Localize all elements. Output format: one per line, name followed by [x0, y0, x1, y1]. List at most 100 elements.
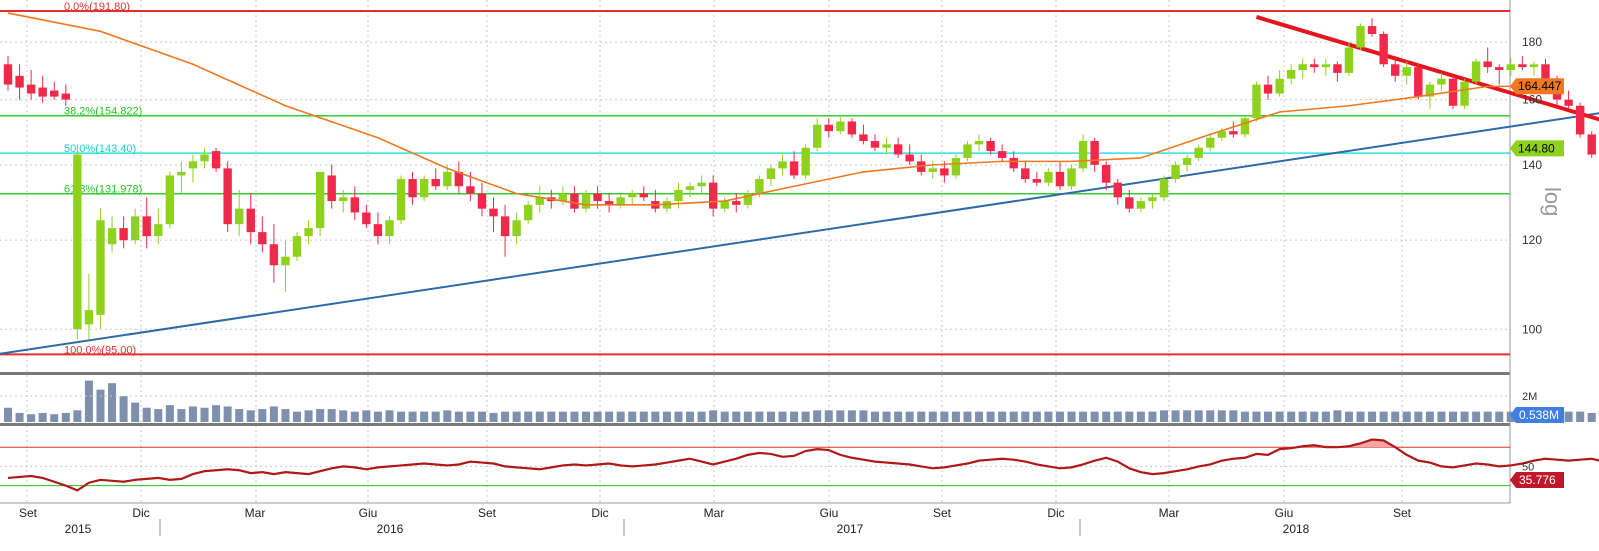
- volume-bar: [871, 411, 879, 422]
- candle: [1159, 175, 1169, 202]
- candle-body: [385, 220, 394, 237]
- candle-body: [1009, 157, 1018, 169]
- volume-bar: [1379, 411, 1388, 422]
- candle-body: [1252, 84, 1261, 119]
- volume-bar: [524, 411, 533, 422]
- candle-body: [1344, 47, 1354, 73]
- candle: [708, 175, 718, 217]
- volume-bar: [431, 411, 440, 422]
- candle-body: [96, 220, 105, 315]
- volume-badge: 0.538M: [1510, 407, 1564, 423]
- fib-level-label: 0.0%(191.80): [64, 1, 130, 13]
- volume-bar: [547, 411, 556, 422]
- volume-bar: [1148, 411, 1157, 422]
- candle-body: [836, 121, 845, 132]
- candle-body: [1286, 69, 1296, 79]
- rsi-tick-label: 50: [1522, 461, 1534, 473]
- x-month-label: Dic: [1047, 506, 1064, 520]
- volume-bar: [408, 411, 417, 422]
- candle-body: [235, 208, 244, 225]
- candle-body: [258, 232, 267, 245]
- candles-layer: [3, 18, 1596, 340]
- volume-bar: [1483, 411, 1492, 422]
- volume-bar: [235, 409, 244, 422]
- volume-bar: [1125, 411, 1134, 422]
- volume-bar: [1183, 410, 1192, 422]
- volume-bar: [709, 410, 718, 422]
- candle: [1529, 61, 1539, 76]
- candle: [1148, 193, 1157, 209]
- candle-body: [986, 141, 995, 152]
- volume-bar: [154, 409, 163, 422]
- volume-layer: [4, 380, 1596, 422]
- candle-body: [1506, 64, 1515, 70]
- volume-bar: [501, 411, 510, 422]
- candle-body: [639, 193, 648, 198]
- candle: [1402, 61, 1411, 85]
- candle: [385, 216, 394, 245]
- x-month-label: Set: [19, 506, 38, 520]
- candle: [477, 182, 487, 217]
- candle-body: [1159, 179, 1169, 198]
- volume-bar: [674, 411, 683, 422]
- volume-bar: [986, 411, 995, 422]
- candle: [107, 216, 117, 253]
- candle-body: [1067, 168, 1076, 187]
- volume-bar: [327, 409, 336, 422]
- candle: [1379, 31, 1388, 68]
- volume-bar: [362, 410, 371, 422]
- candle-body: [512, 220, 521, 237]
- volume-bar: [454, 411, 463, 422]
- volume-bar: [1090, 411, 1099, 422]
- candle: [1367, 18, 1377, 37]
- candle: [1229, 121, 1238, 138]
- volume-bar: [397, 411, 406, 422]
- x-month-label: Mar: [245, 506, 266, 520]
- price-badge-text: 164.447: [1518, 79, 1562, 93]
- candle: [905, 144, 914, 165]
- volume-bar: [119, 396, 128, 422]
- candle-body: [974, 141, 984, 145]
- fib-level-label: 100.0%(95.00): [64, 344, 136, 356]
- candle: [1333, 61, 1342, 82]
- candle-body: [859, 134, 868, 142]
- fib-level-label: 50.0%(143.40): [64, 143, 136, 155]
- volume-bar: [1564, 411, 1573, 422]
- moving-average-line: [7, 12, 1523, 206]
- volume-bar: [1287, 411, 1296, 422]
- candle: [1067, 164, 1076, 190]
- volume-bar: [131, 402, 140, 422]
- candle-body: [477, 193, 487, 209]
- candle-body: [200, 154, 209, 162]
- volume-bar: [905, 411, 914, 422]
- volume-bar: [859, 410, 868, 422]
- price-badge-shape: [1510, 140, 1564, 157]
- y-tick-label: 160: [1522, 93, 1542, 107]
- volume-badge-text: 0.538M: [1519, 408, 1559, 422]
- volume-bar: [1298, 411, 1307, 422]
- candle: [419, 175, 429, 202]
- candle-body: [3, 64, 13, 85]
- volume-bar: [778, 411, 787, 422]
- volume-bar: [1391, 411, 1400, 422]
- candle: [1194, 144, 1203, 162]
- volume-bar: [223, 406, 232, 422]
- candle: [84, 273, 94, 340]
- y-tick-label: 140: [1522, 158, 1542, 172]
- volume-bar: [1368, 411, 1377, 422]
- candle: [15, 64, 24, 100]
- candle: [177, 161, 186, 194]
- candle-body: [616, 197, 625, 205]
- price-badge-shape: [1510, 78, 1564, 95]
- candle: [1055, 161, 1065, 190]
- candle: [1310, 58, 1319, 73]
- volume-bar: [593, 411, 602, 422]
- candle: [1391, 55, 1400, 82]
- candle: [570, 186, 579, 213]
- candle-body: [847, 121, 857, 135]
- volume-bar: [4, 407, 12, 422]
- candle: [1495, 64, 1504, 85]
- candle: [1206, 134, 1215, 152]
- volume-bar: [824, 410, 833, 422]
- volume-bar: [246, 410, 255, 422]
